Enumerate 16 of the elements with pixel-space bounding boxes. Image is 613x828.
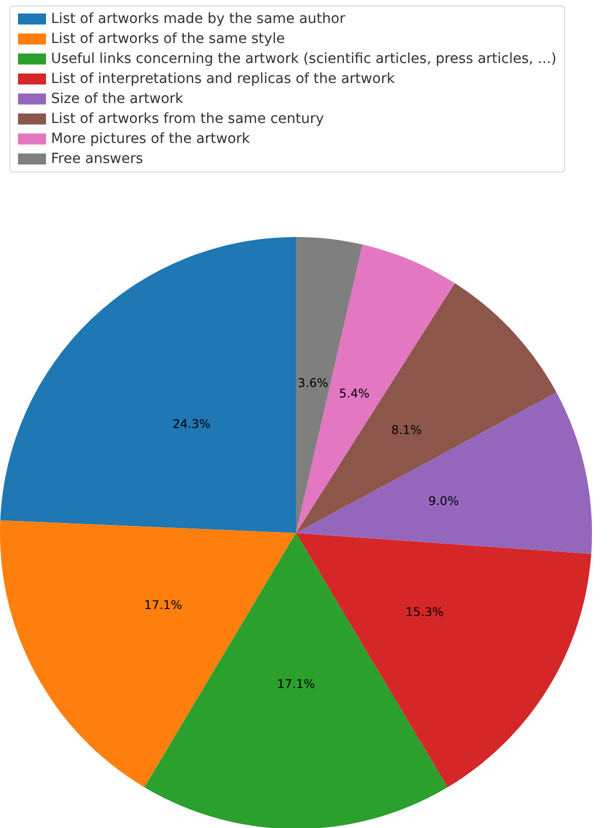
data-label: 3.6% — [298, 376, 328, 390]
legend-label: Useful links concerning the artwork (scientific articles, press articles, ...) — [51, 51, 556, 67]
legend-label: More pictures of the artwork — [51, 131, 251, 147]
data-label: 17.1% — [144, 598, 182, 612]
data-label: 8.1% — [391, 423, 422, 438]
legend-label: List of artworks of the same style — [51, 31, 285, 47]
legend-label: List of artworks made by the same author — [51, 11, 346, 27]
legend-label: Free answers — [51, 151, 144, 167]
data-label: 17.1% — [276, 677, 316, 691]
legend-label: Size of the artwork — [51, 91, 184, 107]
data-label: 5.4% — [339, 386, 370, 401]
legend-label: List of interpretations and replicas of the artwork — [51, 71, 396, 87]
data-label: 15.3% — [406, 605, 444, 620]
legend-label: List of artworks from the same century — [51, 111, 324, 127]
data-label: 9.0% — [428, 494, 459, 508]
data-label: 24.3% — [172, 416, 211, 431]
